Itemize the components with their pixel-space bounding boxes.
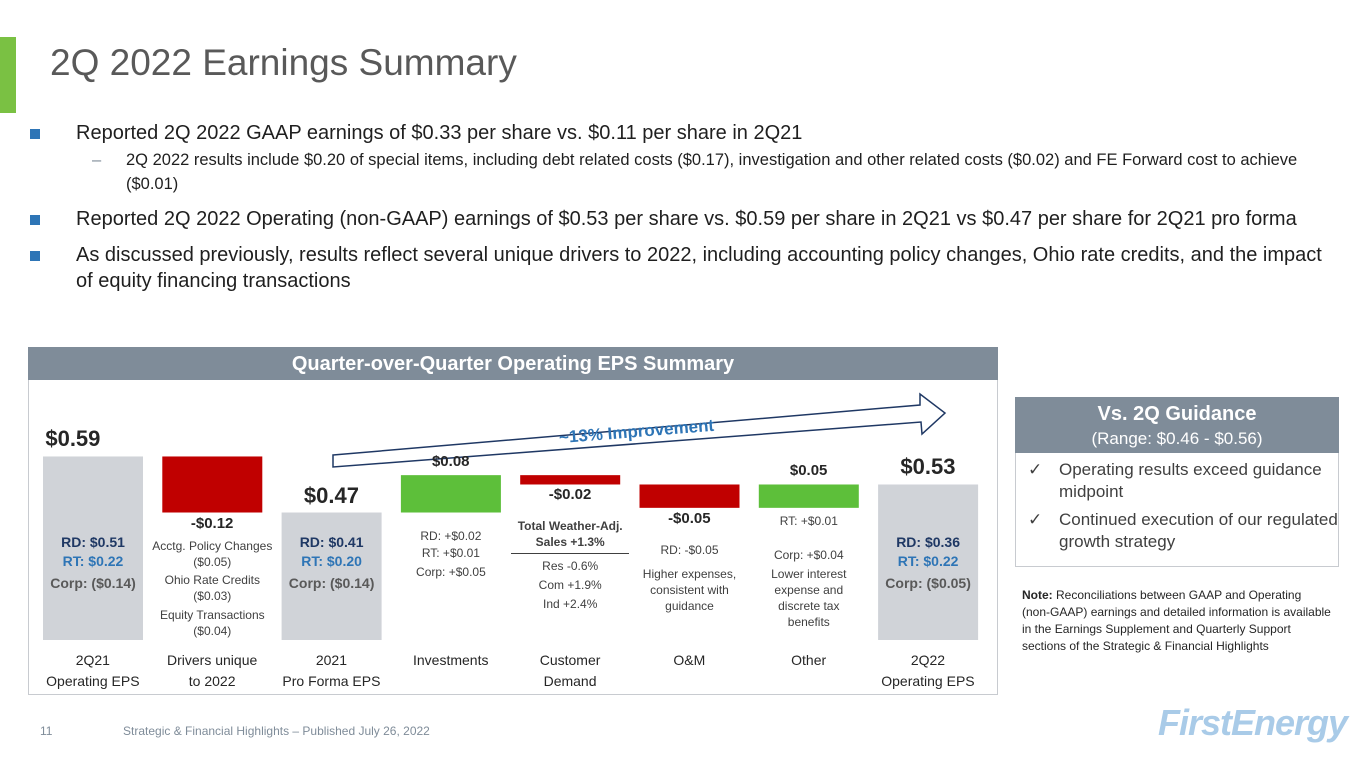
bullet-text: Reported 2Q 2022 Operating (non-GAAP) ea… [76, 208, 1297, 230]
bar-note: RT: $0.20 [301, 553, 362, 569]
guidance-item: Continued execution of our regulated gro… [1016, 509, 1338, 553]
x-tick-label: O&M [673, 652, 706, 668]
bar [878, 484, 979, 640]
bar-note: RD: $0.51 [61, 534, 125, 550]
guidance-title: Vs. 2Q Guidance [1097, 403, 1257, 425]
bar [639, 484, 740, 508]
bullet-list: Reported 2Q 2022 GAAP earnings of $0.33 … [30, 120, 1330, 304]
bar [520, 475, 621, 485]
bar-note: Acctg. Policy Changes ($0.05) [152, 539, 273, 569]
page-number: 11 [40, 724, 53, 738]
bar-note: RT: $0.22 [897, 553, 959, 569]
value-label: $0.05 [789, 462, 828, 480]
note: Note: Reconciliations between GAAP and O… [1022, 587, 1332, 655]
bar-note: Equity Transactions ($0.04) [159, 608, 265, 638]
x-tick-label: Customer Demand [539, 652, 601, 689]
bar-note: Corp: ($0.14) [50, 575, 136, 591]
guidance-header: Vs. 2Q Guidance (Range: $0.46 - $0.56) [1015, 397, 1339, 453]
bullet-text: Reported 2Q 2022 GAAP earnings of $0.33 … [76, 122, 803, 144]
x-tick-label: Other [791, 652, 827, 668]
value-label: $0.53 [900, 454, 956, 480]
sub-bullet: 2Q 2022 results include $0.20 of special… [30, 148, 1330, 196]
bar-note: RD: -$0.05 [660, 543, 719, 557]
bar-note: RT: +$0.01 [779, 514, 838, 528]
bar-note: Com +1.9% [538, 578, 602, 592]
value-label: -$0.05 [668, 509, 711, 527]
bar [43, 456, 143, 640]
bar-notes: RD: +$0.02 RT: +$0.01 Corp: +$0.05 [386, 528, 516, 583]
x-tick-label: 2Q21 Operating EPS [46, 652, 140, 689]
value-label: $0.59 [45, 426, 101, 452]
x-tick-label: Investments [413, 652, 489, 668]
bar-note: Corp: +$0.04 [773, 548, 844, 562]
logo: FirstEnergy [1158, 702, 1348, 743]
improvement-arrow [332, 392, 947, 468]
bar-note: Corp: ($0.14) [288, 575, 375, 591]
bar-note: Total Weather-Adj. Sales +1.3% [511, 518, 630, 554]
bar-note: Ind +2.4% [543, 597, 598, 611]
value-label: -$0.02 [548, 486, 592, 504]
guidance-subtitle: (Range: $0.46 - $0.56) [1091, 429, 1263, 448]
bar-notes: Acctg. Policy Changes ($0.05) Ohio Rate C… [147, 538, 277, 642]
footer-text: Strategic & Financial Highlights – Publi… [123, 724, 430, 738]
bar-notes: RD: -$0.05 Higher expenses, consistent wi… [625, 542, 755, 617]
bar-note: Corp: +$0.05 [416, 565, 486, 579]
bullet: Reported 2Q 2022 GAAP earnings of $0.33 … [30, 120, 1330, 196]
chart-title: Quarter-over-Quarter Operating EPS Summa… [28, 347, 998, 380]
bar-note: RD: $0.36 [896, 534, 960, 550]
bullet: As discussed previously, results reflect… [30, 242, 1330, 294]
x-tick-label: 2021 Pro Forma EPS [282, 652, 381, 689]
value-label: -$0.12 [190, 514, 234, 532]
bar-note: Corp: ($0.05) [885, 575, 971, 591]
x-tick-label: 2Q22 Operating EPS [881, 652, 975, 689]
bar-notes: RD: $0.36 RT: $0.22 Corp: ($0.05) [863, 533, 993, 596]
bullet-text: As discussed previously, results reflect… [76, 244, 1322, 292]
bar [281, 512, 382, 640]
bar-notes: RT: +$0.01 Corp: +$0.04 Lower interest exp… [744, 513, 874, 633]
bar-note: RD: +$0.02 [420, 529, 482, 543]
guidance-body: Operating results exceed guidance midpoi… [1015, 453, 1339, 567]
bar-note: RT: $0.22 [62, 553, 124, 569]
bar-note: Higher expenses, consistent with guidanc… [642, 567, 737, 613]
bar-note: Res -0.6% [542, 559, 599, 573]
value-label: $0.08 [431, 453, 470, 471]
guidance-item: Operating results exceed guidance midpoi… [1016, 459, 1338, 503]
bar-notes: Total Weather-Adj. Sales +1.3% Res -0.6% C… [505, 518, 635, 615]
value-label: $0.47 [303, 482, 359, 508]
bar-notes: RD: $0.41 RT: $0.20 Corp: ($0.14) [267, 533, 397, 596]
bar-note: Lower interest expense and discrete tax … [771, 567, 847, 629]
slide-title: 2Q 2022 Earnings Summary [50, 42, 517, 83]
accent-bar [0, 37, 16, 113]
bar [400, 475, 501, 513]
bar-note: RT: +$0.01 [421, 546, 480, 560]
note-label: Note: [1022, 588, 1053, 602]
note-text: Reconciliations between GAAP and Operati… [1022, 588, 1331, 653]
x-tick-label: Drivers unique to 2022 [167, 652, 258, 689]
bullet: Reported 2Q 2022 Operating (non-GAAP) ea… [30, 206, 1330, 232]
bar [162, 456, 263, 513]
bar-notes: RD: $0.51 RT: $0.22 Corp: ($0.14) [28, 533, 158, 596]
bar [758, 484, 859, 508]
bar-note: Ohio Rate Credits ($0.03) [164, 573, 260, 603]
bar-note: RD: $0.41 [299, 534, 364, 550]
